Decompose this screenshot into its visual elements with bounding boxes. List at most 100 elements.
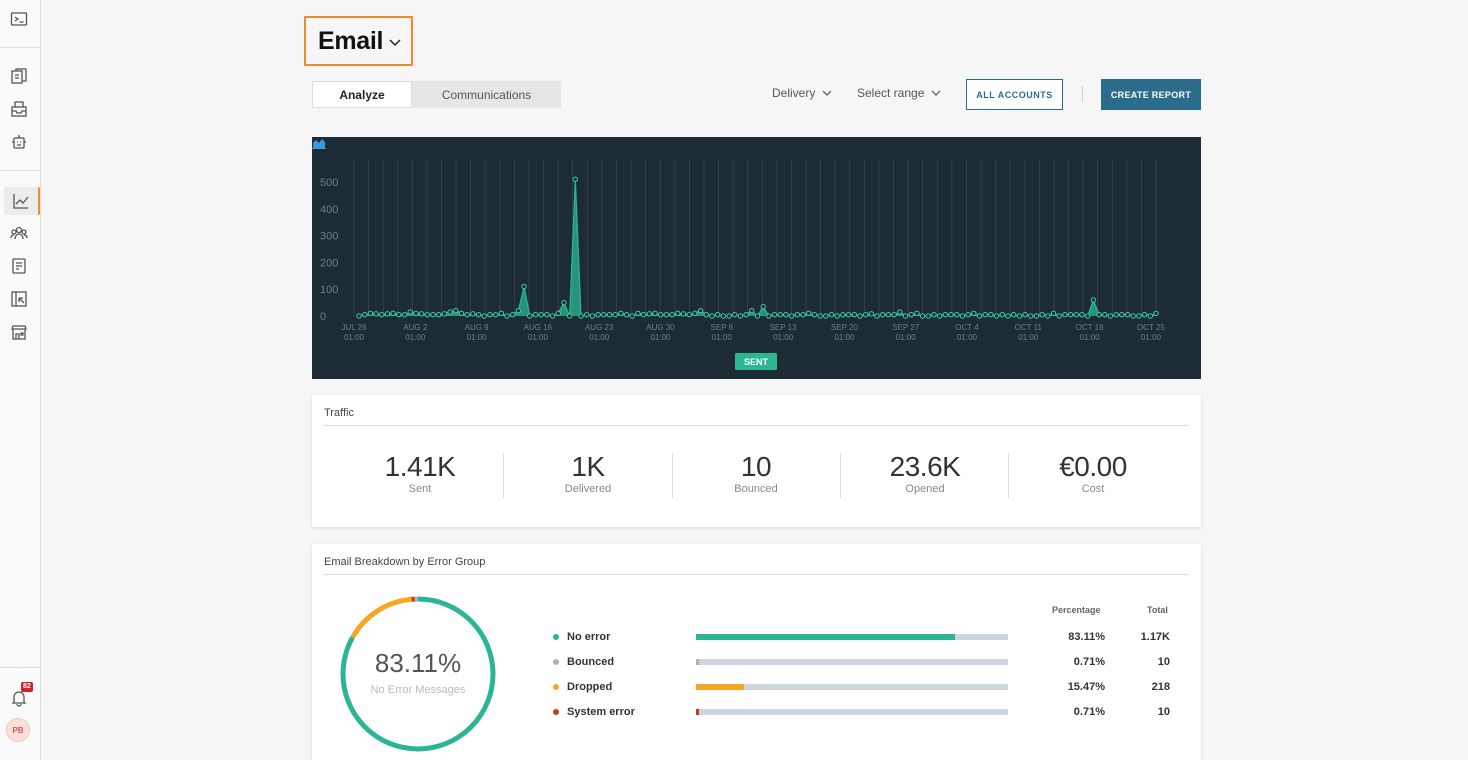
data-point[interactable] xyxy=(538,311,544,318)
data-point[interactable] xyxy=(1022,311,1028,318)
data-point[interactable] xyxy=(504,313,510,319)
report-icon[interactable] xyxy=(8,288,30,310)
data-point[interactable] xyxy=(1084,313,1091,319)
data-point[interactable] xyxy=(857,313,863,319)
data-point[interactable] xyxy=(771,311,778,318)
data-point[interactable] xyxy=(732,311,738,318)
data-point[interactable] xyxy=(834,313,840,319)
data-point[interactable] xyxy=(1090,297,1097,303)
data-point[interactable] xyxy=(936,313,943,319)
data-point[interactable] xyxy=(942,311,949,318)
data-point[interactable] xyxy=(1062,311,1068,318)
donut-slice[interactable] xyxy=(340,596,496,752)
data-point[interactable] xyxy=(982,311,988,318)
data-point[interactable] xyxy=(521,283,527,290)
data-point[interactable] xyxy=(800,311,806,318)
data-point[interactable] xyxy=(1136,313,1142,319)
data-point[interactable] xyxy=(1147,313,1154,319)
data-point[interactable] xyxy=(584,311,590,318)
data-point[interactable] xyxy=(1056,313,1062,319)
data-point[interactable] xyxy=(914,310,920,317)
data-point[interactable] xyxy=(754,313,761,319)
data-point[interactable] xyxy=(430,311,436,318)
data-point[interactable] xyxy=(532,311,539,318)
data-point[interactable] xyxy=(572,176,579,183)
data-point[interactable] xyxy=(817,313,823,319)
data-point[interactable] xyxy=(470,311,476,317)
data-point[interactable] xyxy=(919,313,926,319)
data-point[interactable] xyxy=(453,307,459,314)
store-icon[interactable] xyxy=(8,321,30,343)
data-point[interactable] xyxy=(788,313,795,319)
data-point[interactable] xyxy=(1107,313,1114,319)
data-point[interactable] xyxy=(714,311,721,318)
data-point[interactable] xyxy=(1050,310,1057,317)
data-point[interactable] xyxy=(595,311,601,318)
data-point[interactable] xyxy=(737,313,744,319)
data-point[interactable] xyxy=(401,311,408,318)
data-point[interactable] xyxy=(549,313,556,319)
data-point[interactable] xyxy=(510,311,516,318)
data-point[interactable] xyxy=(652,310,658,317)
data-point[interactable] xyxy=(766,313,772,319)
tab-communications[interactable]: Communications xyxy=(441,87,532,102)
data-point[interactable] xyxy=(464,311,470,318)
data-point[interactable] xyxy=(361,311,368,318)
bell-icon[interactable] xyxy=(8,687,30,709)
data-point[interactable] xyxy=(663,311,670,318)
create-report-button[interactable]: CREATE REPORT xyxy=(1101,79,1201,110)
legend-sent-button[interactable]: SENT xyxy=(735,353,777,370)
data-point[interactable] xyxy=(635,310,641,317)
contacts-icon[interactable] xyxy=(8,222,30,244)
data-point[interactable] xyxy=(868,311,875,317)
data-point[interactable] xyxy=(743,311,749,318)
data-point[interactable] xyxy=(1153,310,1159,317)
data-point[interactable] xyxy=(669,311,675,318)
data-point[interactable] xyxy=(515,307,522,314)
data-point[interactable] xyxy=(424,311,431,318)
data-point[interactable] xyxy=(692,310,698,317)
data-point[interactable] xyxy=(703,311,709,318)
data-point[interactable] xyxy=(1113,311,1119,318)
robot-icon[interactable] xyxy=(8,131,30,153)
data-point[interactable] xyxy=(1119,311,1125,318)
data-point[interactable] xyxy=(1073,311,1079,318)
data-point[interactable] xyxy=(367,310,374,317)
data-point[interactable] xyxy=(379,311,385,318)
range-dropdown[interactable]: Select range xyxy=(857,86,941,100)
data-point[interactable] xyxy=(902,313,909,319)
data-point[interactable] xyxy=(458,310,465,317)
data-point[interactable] xyxy=(555,310,561,317)
data-point[interactable] xyxy=(487,311,493,318)
data-point[interactable] xyxy=(851,311,857,318)
data-point[interactable] xyxy=(726,313,732,319)
data-point[interactable] xyxy=(1039,311,1045,318)
data-point[interactable] xyxy=(697,307,704,314)
data-point[interactable] xyxy=(749,307,755,314)
data-point[interactable] xyxy=(1141,311,1148,318)
data-point[interactable] xyxy=(436,311,442,318)
data-point[interactable] xyxy=(675,310,681,317)
data-point[interactable] xyxy=(618,310,624,317)
data-point[interactable] xyxy=(407,309,413,315)
data-point[interactable] xyxy=(1045,313,1051,319)
data-point[interactable] xyxy=(999,311,1005,318)
data-point[interactable] xyxy=(1130,313,1136,319)
data-point[interactable] xyxy=(760,303,766,310)
delivery-dropdown[interactable]: Delivery xyxy=(772,86,832,100)
data-point[interactable] xyxy=(527,313,533,319)
data-point[interactable] xyxy=(993,313,1000,319)
data-point[interactable] xyxy=(447,309,453,315)
data-point[interactable] xyxy=(606,311,613,318)
data-point[interactable] xyxy=(1010,311,1017,318)
data-point[interactable] xyxy=(823,313,829,319)
data-point[interactable] xyxy=(601,311,607,318)
tab-analyze[interactable]: Analyze xyxy=(312,81,412,108)
data-point[interactable] xyxy=(948,311,954,318)
data-point[interactable] xyxy=(646,311,653,317)
terminal-icon[interactable] xyxy=(8,8,30,30)
data-point[interactable] xyxy=(658,311,664,318)
data-point[interactable] xyxy=(1005,313,1011,319)
data-point[interactable] xyxy=(612,311,618,318)
data-point[interactable] xyxy=(954,311,960,318)
